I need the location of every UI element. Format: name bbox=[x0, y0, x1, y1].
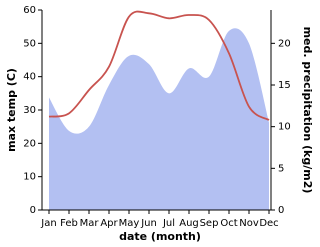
y2-tick-label: 5 bbox=[278, 163, 284, 174]
x-tick-label: Mar bbox=[80, 218, 100, 229]
x-tick-label: Oct bbox=[220, 218, 237, 229]
y-tick-label: 50 bbox=[23, 38, 36, 49]
y2-tick-label: 15 bbox=[278, 80, 291, 91]
y-tick-label: 60 bbox=[23, 5, 36, 16]
y-axis-title: max temp (C) bbox=[5, 68, 18, 152]
y2-tick-label: 0 bbox=[278, 205, 284, 216]
x-tick-label: Nov bbox=[239, 218, 259, 229]
y-tick-label: 40 bbox=[23, 72, 36, 83]
precipitation-area bbox=[49, 28, 269, 211]
x-tick-label: Feb bbox=[60, 218, 78, 229]
x-tick-label: Aug bbox=[179, 218, 199, 229]
y2-tick-label: 10 bbox=[278, 122, 291, 133]
x-tick-label: Jan bbox=[40, 218, 56, 229]
y-tick-label: 0 bbox=[30, 205, 36, 216]
x-tick-label: Sep bbox=[200, 218, 219, 229]
x-tick-label: Dec bbox=[259, 218, 278, 229]
y-tick-label: 10 bbox=[23, 172, 36, 183]
x-tick-label: Jul bbox=[162, 218, 175, 229]
x-tick-label: Jun bbox=[140, 218, 157, 229]
y2-axis-title: med. precipitation (kg/m2) bbox=[301, 27, 314, 194]
temp-line bbox=[48, 10, 270, 121]
x-tick-label: Apr bbox=[100, 218, 118, 229]
x-tick-label: May bbox=[119, 218, 140, 229]
y2-tick-label: 20 bbox=[278, 38, 291, 49]
y-tick-label: 20 bbox=[23, 138, 36, 149]
x-axis-title: date (month) bbox=[119, 230, 201, 243]
y-tick-label: 30 bbox=[23, 105, 36, 116]
